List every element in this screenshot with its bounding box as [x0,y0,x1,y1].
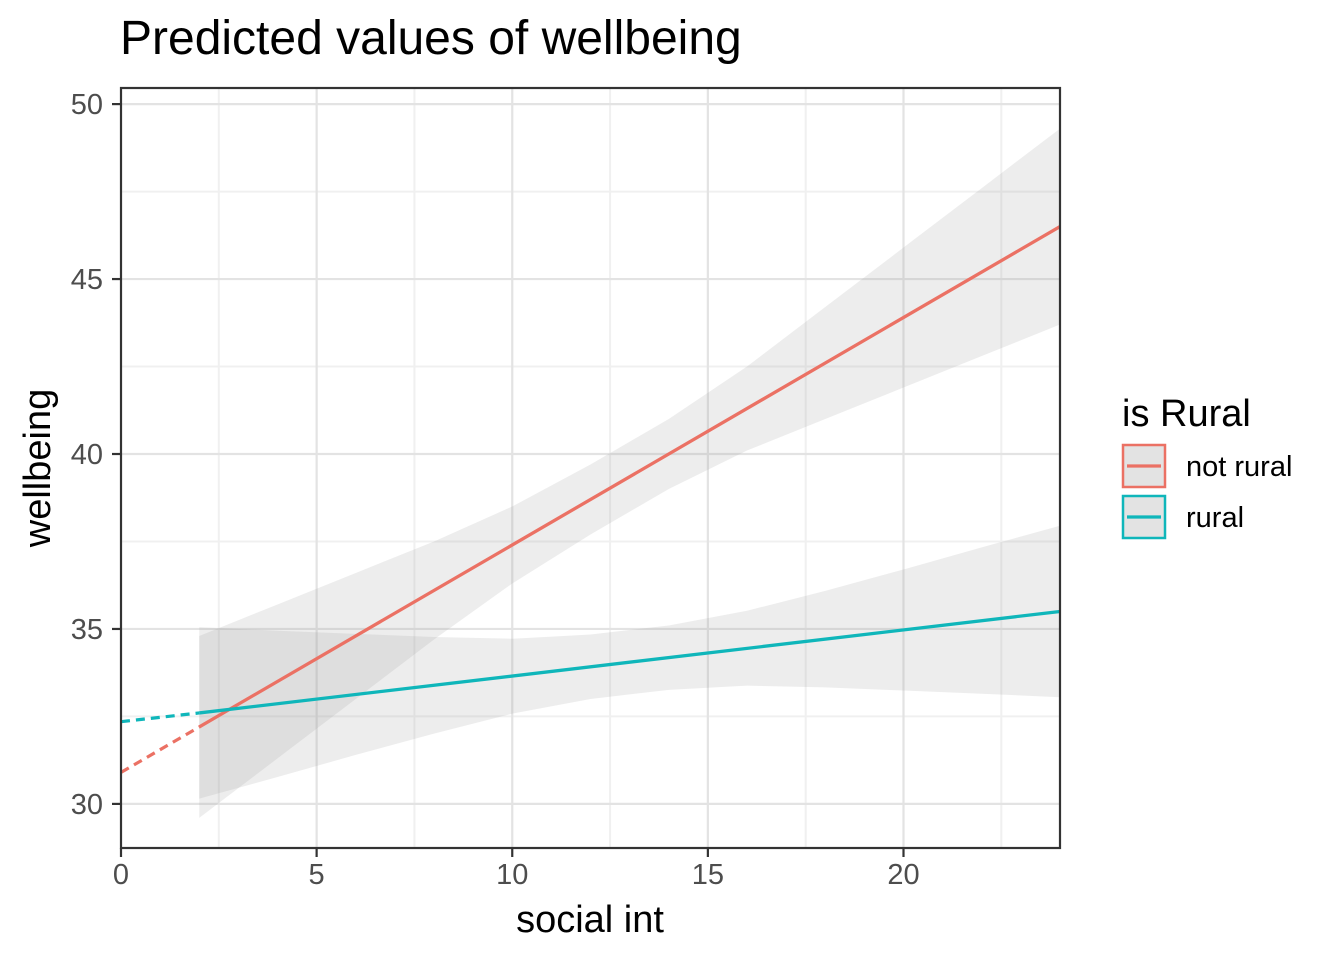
axis-tick-labels: 0 5 10 15 20 30 35 40 45 50 [71,89,920,891]
confidence-ribbons [199,128,1060,818]
fitted-line-rural [199,609,1061,715]
y-tick-label: 45 [71,264,103,296]
plot-title: Predicted values of wellbeing [120,12,742,65]
plot-panel-border [119,86,1062,850]
gridlines-major [121,88,1060,848]
x-tick-label: 10 [496,859,528,891]
x-tick-label: 15 [692,859,724,891]
legend-label-not-rural: not rural [1186,451,1292,483]
y-tick-label: 40 [71,439,103,471]
axis-tick-marks [112,102,905,857]
y-tick-label: 30 [71,789,103,821]
y-axis-title: wellbeing [17,389,59,548]
x-tick-label: 20 [887,859,919,891]
legend-title: is Rural [1122,393,1251,435]
x-axis-title: social int [516,899,664,941]
fitted-line-not-rural [198,225,1061,729]
dashed-extrapolation-line-not-rural [120,725,201,774]
regression-lines [120,225,1061,774]
x-tick-label: 0 [113,859,129,891]
x-tick-label: 5 [309,859,325,891]
legend: is Rural not rural rural [1121,393,1292,540]
y-tick-label: 35 [71,614,103,646]
dashed-extrapolation-line-rural [120,711,200,724]
ci-ribbon-not-rural [199,128,1060,818]
legend-key-not-rural: not rural [1121,443,1292,489]
y-tick-label: 50 [71,89,103,121]
legend-label-rural: rural [1186,502,1244,534]
legend-key-rural: rural [1121,494,1244,540]
